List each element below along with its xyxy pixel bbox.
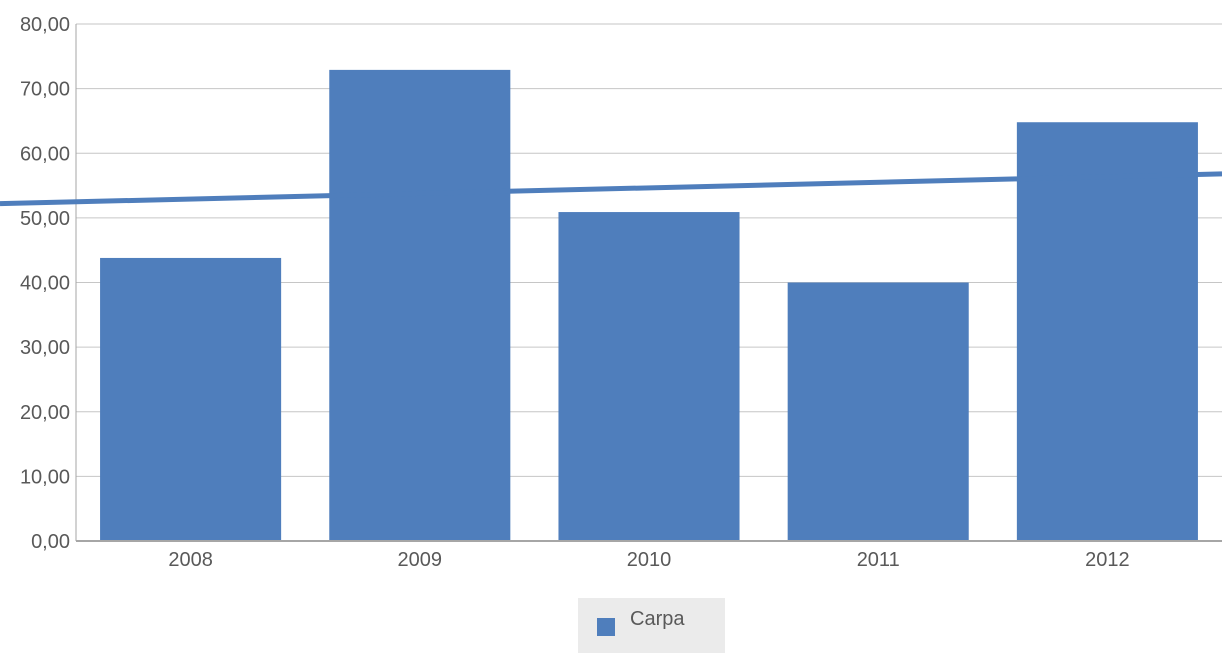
y-tick-label: 60,00 (20, 143, 70, 165)
trendline (0, 171, 1222, 207)
legend-label-carpa: Carpa (630, 608, 685, 630)
bar-2010 (558, 212, 740, 541)
x-tick-label: 2010 (627, 549, 672, 571)
y-tick-label: 40,00 (20, 273, 70, 295)
y-tick-label: 80,00 (20, 14, 70, 36)
bar-2008 (100, 257, 282, 541)
bar-2012 (1016, 122, 1198, 541)
x-axis-tick-labels: 2008 2009 2010 2011 2012 (168, 549, 1129, 571)
y-axis-tick-labels: 0,00 10,00 20,00 30,00 40,00 50,00 60,00 70,00 8… (20, 14, 70, 553)
legend: Carpa (578, 598, 725, 653)
axes (75, 24, 1222, 542)
y-tick-label: 70,00 (20, 79, 70, 101)
y-tick-label: 50,00 (20, 208, 70, 230)
y-tick-label: 10,00 (20, 466, 70, 488)
trendline-group (0, 171, 1222, 207)
bars (100, 69, 1198, 541)
legend-swatch-carpa (597, 618, 615, 636)
x-tick-label: 2012 (1085, 549, 1130, 571)
y-tick-label: 0,00 (31, 531, 70, 553)
y-tick-label: 30,00 (20, 337, 70, 359)
bar-2009 (329, 69, 511, 541)
y-tick-label: 20,00 (20, 402, 70, 424)
x-tick-label: 2008 (168, 549, 213, 571)
bar-2011 (787, 282, 969, 541)
x-tick-label: 2011 (857, 549, 900, 571)
x-tick-label: 2009 (398, 549, 443, 571)
